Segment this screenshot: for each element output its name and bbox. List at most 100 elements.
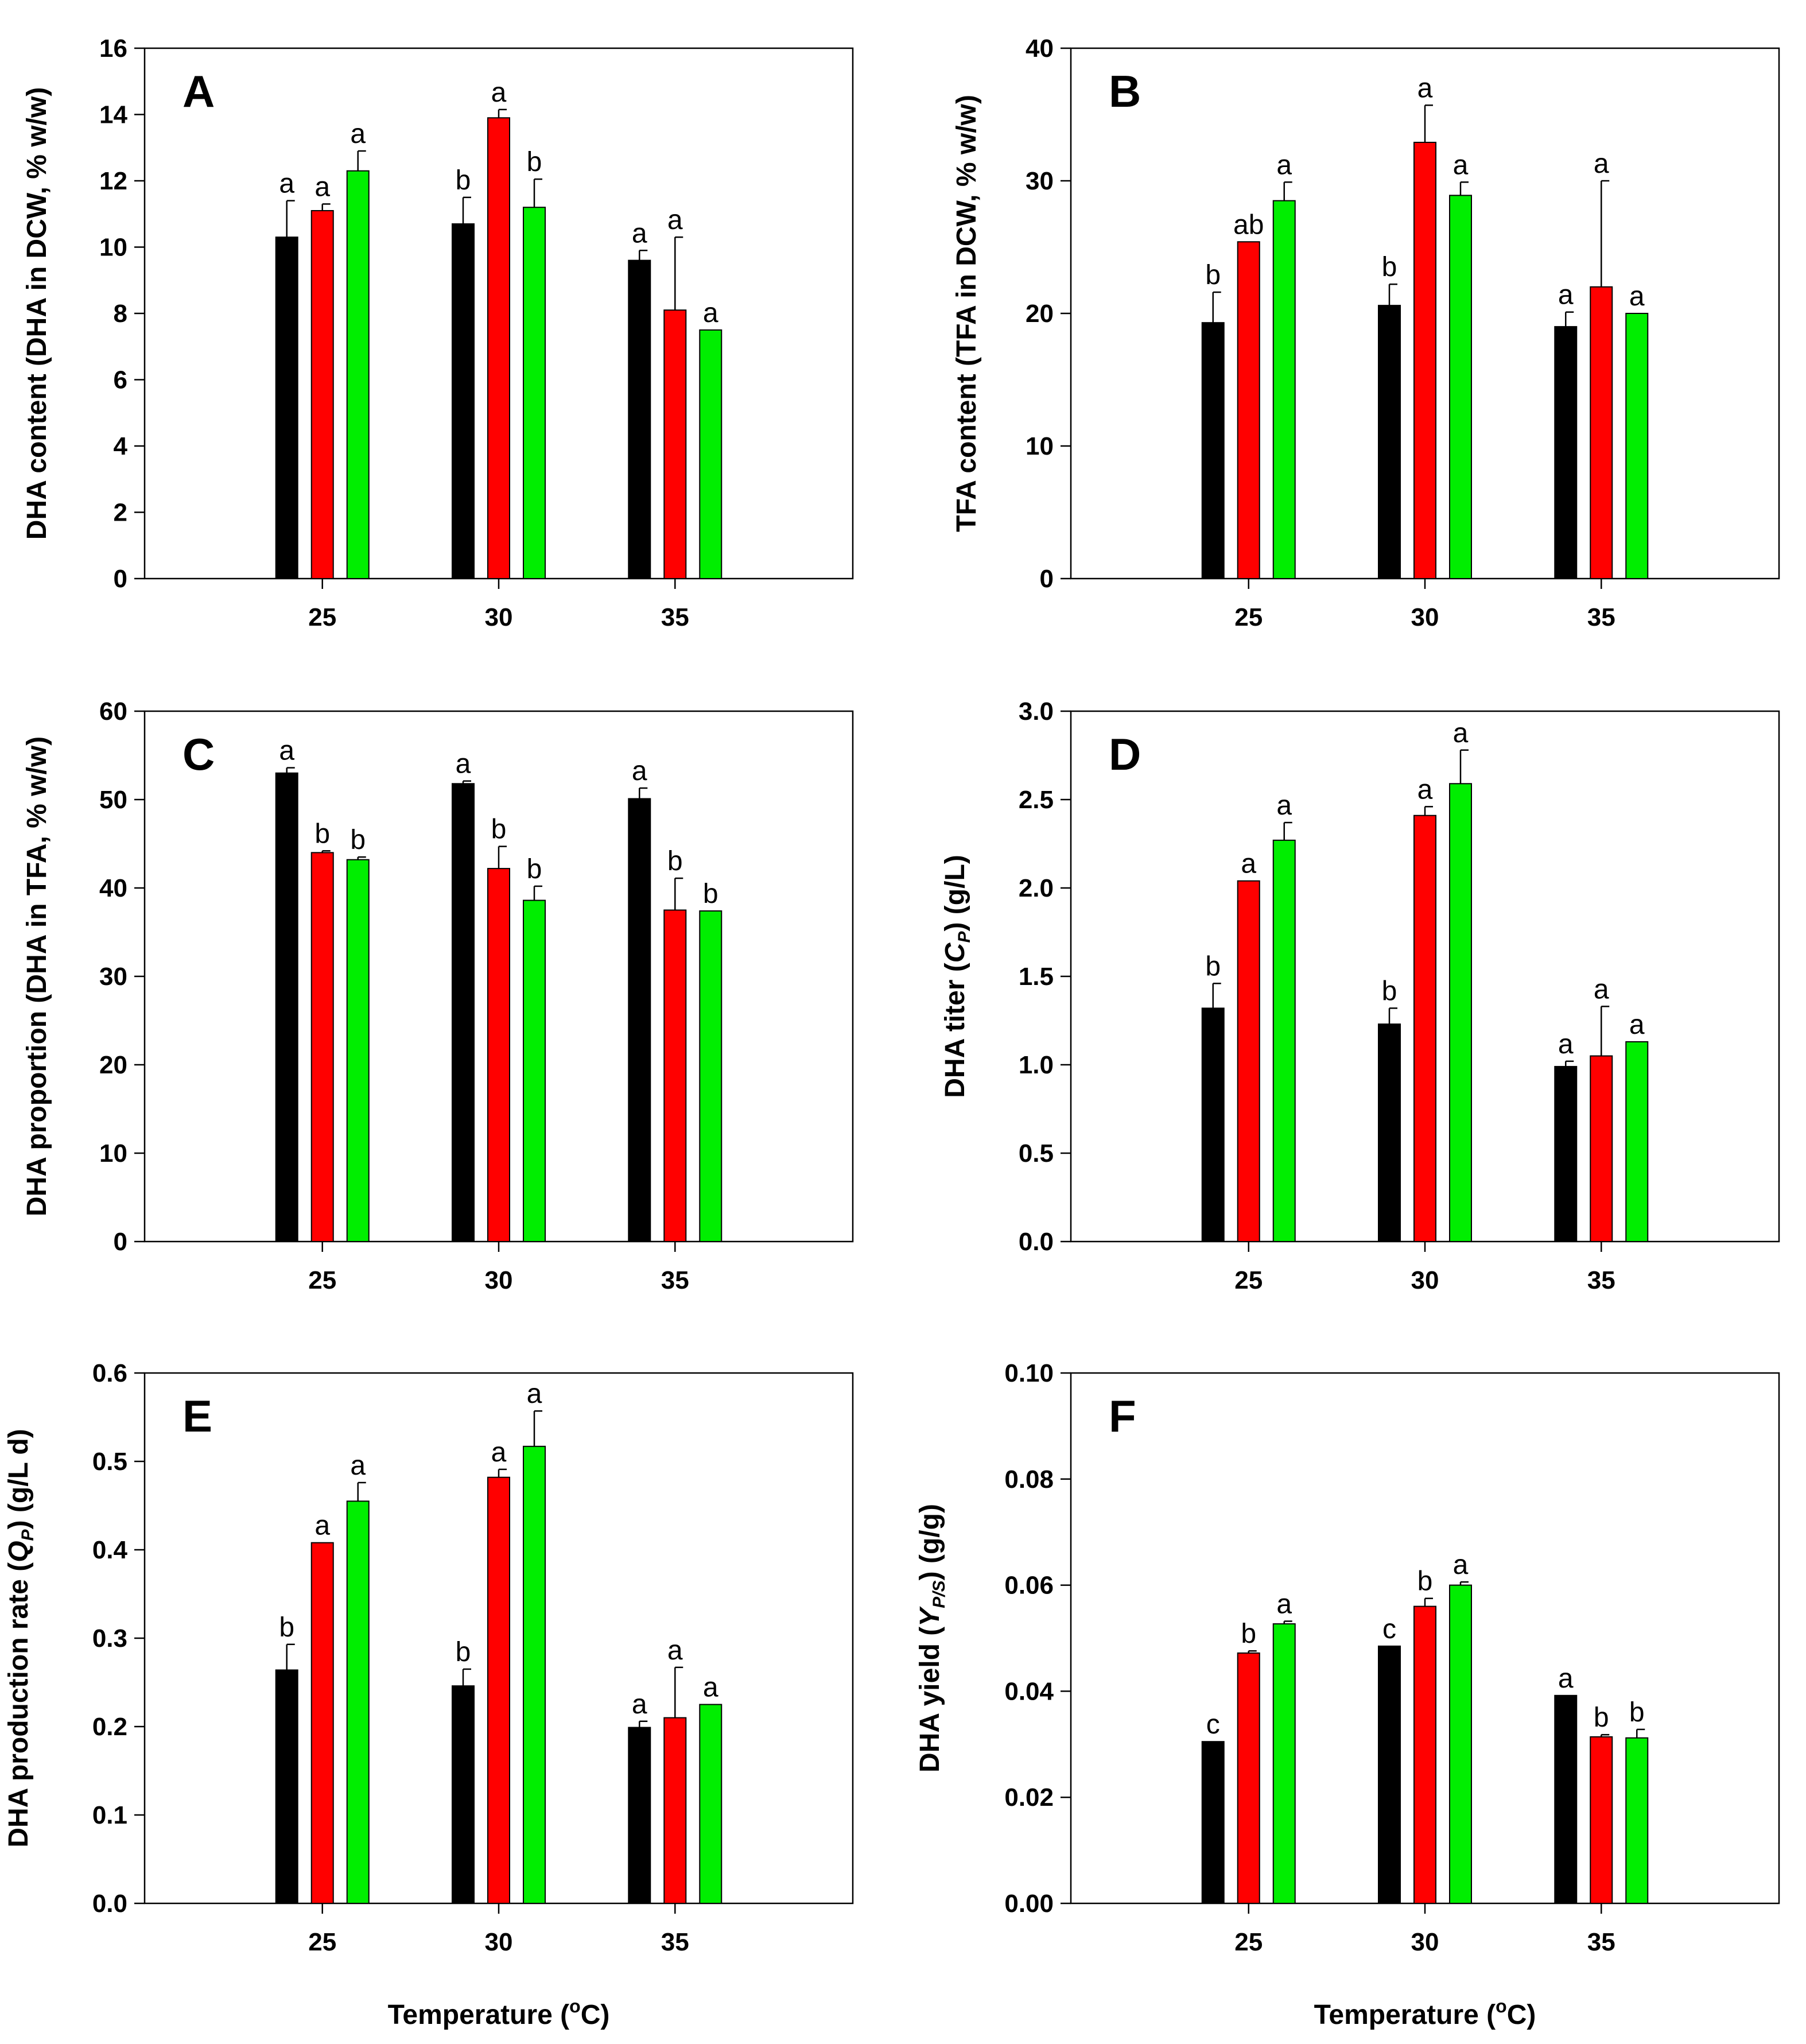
bar-series3-30 bbox=[1449, 1584, 1472, 1905]
panel-letter: F bbox=[1109, 1391, 1136, 1441]
y-tick-label: 16 bbox=[99, 34, 127, 63]
bar-series1-35 bbox=[628, 1727, 651, 1905]
y-tick-label: 14 bbox=[99, 101, 127, 129]
significance-letter: b bbox=[456, 1637, 471, 1667]
y-axis-label: DHA yield (YP/S) (g/g) bbox=[915, 1504, 949, 1772]
significance-letter: a bbox=[1453, 150, 1469, 180]
y-tick-label: 20 bbox=[1026, 300, 1054, 328]
significance-letter: b bbox=[1382, 252, 1397, 282]
y-tick-label: 0.08 bbox=[1004, 1465, 1054, 1494]
significance-letter: a bbox=[350, 1450, 366, 1481]
y-tick-label: 0.4 bbox=[92, 1536, 128, 1564]
bar-series2-25 bbox=[1237, 241, 1260, 579]
y-tick-label: 2 bbox=[114, 499, 127, 527]
bar-series2-25 bbox=[310, 1542, 334, 1904]
significance-letter: a bbox=[1276, 150, 1292, 180]
bar-series3-35 bbox=[699, 1704, 723, 1904]
significance-letter: a bbox=[703, 1673, 718, 1703]
bar-series1-25 bbox=[1201, 1741, 1225, 1904]
y-tick-label: 30 bbox=[99, 963, 127, 991]
x-tick-label: 25 bbox=[308, 603, 336, 631]
bar-series3-35 bbox=[1625, 313, 1649, 579]
significance-letter: b bbox=[314, 819, 330, 849]
bar-series3-25 bbox=[346, 170, 370, 579]
bar-series3-35 bbox=[699, 910, 723, 1243]
significance-letter: a bbox=[667, 1635, 683, 1666]
significance-letter: a bbox=[667, 205, 683, 235]
bar-series2-35 bbox=[663, 1717, 687, 1905]
y-tick-label: 10 bbox=[99, 234, 127, 262]
x-tick-label: 35 bbox=[661, 603, 689, 631]
significance-letter: a bbox=[1558, 280, 1574, 311]
bar-series2-30 bbox=[1413, 142, 1436, 579]
y-tick-label: 0.3 bbox=[92, 1624, 127, 1653]
x-tick-label: 35 bbox=[1587, 603, 1615, 631]
x-axis-label: Temperature (oC) bbox=[1314, 1996, 1536, 2030]
bar-series3-30 bbox=[1449, 783, 1472, 1242]
bar-series1-35 bbox=[1554, 326, 1578, 579]
significance-letter: a bbox=[1594, 974, 1609, 1004]
bar-series1-30 bbox=[1378, 1023, 1401, 1243]
bar-series3-25 bbox=[346, 859, 370, 1242]
significance-letter: a bbox=[527, 1379, 542, 1409]
y-axis-label: DHA proportion (DHA in TFA, % w/w) bbox=[22, 736, 52, 1216]
y-tick-label: 30 bbox=[1026, 167, 1054, 195]
y-tick-label: 0.5 bbox=[92, 1448, 127, 1476]
bar-series2-30 bbox=[487, 868, 510, 1242]
bar-series1-25 bbox=[275, 772, 298, 1243]
significance-letter: a bbox=[632, 1689, 647, 1720]
panel-letter: E bbox=[182, 1391, 212, 1441]
significance-letter: a bbox=[1276, 1589, 1292, 1619]
bar-series3-30 bbox=[523, 1445, 546, 1905]
y-tick-label: 0.04 bbox=[1004, 1677, 1054, 1705]
x-tick-label: 25 bbox=[1234, 603, 1263, 631]
bar-series2-25 bbox=[310, 210, 334, 580]
y-tick-label: 0 bbox=[114, 1228, 127, 1256]
significance-letter: a bbox=[1629, 281, 1645, 312]
y-tick-label: 10 bbox=[99, 1139, 127, 1168]
y-tick-label: 10 bbox=[1026, 432, 1054, 460]
significance-letter: a bbox=[1629, 1010, 1645, 1040]
bar-series3-25 bbox=[1272, 1623, 1296, 1904]
x-tick-label: 30 bbox=[485, 1266, 513, 1294]
significance-letter: b bbox=[1205, 260, 1221, 290]
bar-series1-25 bbox=[1201, 1007, 1225, 1242]
significance-letter: b bbox=[279, 1612, 294, 1643]
bar-series1-35 bbox=[1554, 1066, 1578, 1242]
significance-letter: b bbox=[491, 815, 507, 845]
bar-series1-25 bbox=[1201, 322, 1225, 579]
y-tick-label: 2.0 bbox=[1019, 874, 1054, 902]
significance-letter: a bbox=[1453, 1550, 1469, 1580]
significance-letter: b bbox=[527, 147, 542, 177]
significance-letter: c bbox=[1206, 1709, 1220, 1740]
y-axis-label: TFA content (TFA in DCW, % w/w) bbox=[951, 95, 982, 532]
y-tick-label: 40 bbox=[1026, 34, 1054, 63]
x-tick-label: 30 bbox=[485, 1928, 513, 1956]
y-tick-label: 6 bbox=[114, 366, 127, 394]
x-tick-label: 30 bbox=[1411, 603, 1439, 631]
x-tick-label: 35 bbox=[661, 1266, 689, 1294]
bar-series2-25 bbox=[1237, 1652, 1260, 1905]
bar-series2-35 bbox=[663, 909, 687, 1242]
panel-letter: B bbox=[1109, 66, 1141, 117]
significance-letter: a bbox=[456, 749, 471, 779]
bar-series1-30 bbox=[1378, 305, 1401, 579]
significance-letter: a bbox=[314, 1511, 330, 1541]
y-tick-label: 0.06 bbox=[1004, 1572, 1054, 1600]
y-tick-label: 0.10 bbox=[1004, 1359, 1054, 1387]
y-tick-label: 0.6 bbox=[92, 1359, 127, 1387]
panel-d: 0.00.51.01.52.02.53.025 30 35bbaaaaaaaDDHA… bbox=[940, 697, 1780, 1294]
bar-series2-30 bbox=[1413, 1605, 1436, 1905]
bar-series1-25 bbox=[275, 236, 298, 579]
significance-letter: a bbox=[314, 172, 330, 202]
y-tick-label: 50 bbox=[99, 786, 127, 814]
significance-letter: a bbox=[279, 169, 294, 199]
significance-letter: b bbox=[350, 825, 366, 855]
significance-letter: a bbox=[1594, 149, 1609, 179]
bar-series2-25 bbox=[310, 852, 334, 1242]
significance-letter: a bbox=[1453, 718, 1469, 748]
bar-series1-30 bbox=[1378, 1645, 1401, 1905]
significance-letter: b bbox=[456, 165, 471, 196]
bar-series1-30 bbox=[452, 783, 475, 1242]
